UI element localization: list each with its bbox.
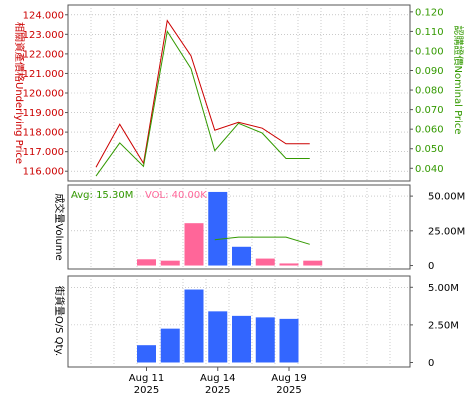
left-tick-label: 122.000 bbox=[23, 49, 64, 60]
right-tick-label: 0.100 bbox=[415, 46, 444, 57]
volume-tick-label: 50.00M bbox=[428, 192, 465, 203]
outstanding-bars bbox=[137, 289, 299, 363]
volume-bar bbox=[303, 260, 323, 266]
volume-panel: 0 25.00M 50.00M Avg: 15.30M VOL: 40.00K 成交… bbox=[53, 184, 465, 272]
outstanding-tick-label: 0 bbox=[428, 358, 434, 369]
x-tick-year: 2025 bbox=[205, 385, 230, 396]
left-tick-label: 119.000 bbox=[23, 108, 64, 119]
volume-grid bbox=[68, 185, 410, 269]
nominal-price-line bbox=[95, 30, 310, 177]
volume-bar bbox=[184, 223, 204, 266]
left-axis-title: 相關資產價格Underlying Price bbox=[13, 22, 26, 164]
volume-bars bbox=[137, 191, 323, 266]
left-tick-label: 120.000 bbox=[23, 89, 64, 100]
left-tick-label: 117.000 bbox=[23, 147, 64, 158]
right-tick-label: 0.120 bbox=[415, 7, 444, 18]
outstanding-tick-label: 2.50M bbox=[428, 320, 459, 331]
right-tick-label: 0.050 bbox=[415, 144, 444, 155]
volume-average-line bbox=[214, 236, 310, 245]
left-tick-label: 124.000 bbox=[23, 10, 64, 21]
right-tick-label: 0.070 bbox=[415, 105, 444, 116]
volume-tick-label: 25.00M bbox=[428, 226, 465, 237]
volume-bar bbox=[160, 260, 180, 266]
outstanding-bar bbox=[208, 311, 228, 363]
outstanding-tick-label: 5.00M bbox=[428, 283, 459, 294]
outstanding-axis-ticks: 0 2.50M 5.00M bbox=[410, 283, 459, 369]
right-tick-label: 0.080 bbox=[415, 86, 444, 97]
outstanding-panel: 0 2.50M 5.00M 街貨量O/S Qty. bbox=[53, 275, 459, 369]
left-tick-label: 123.000 bbox=[23, 30, 64, 41]
outstanding-axis-title: 街貨量O/S Qty. bbox=[53, 286, 66, 356]
volume-bar bbox=[208, 191, 228, 266]
volume-bar bbox=[255, 258, 275, 266]
x-tick-year: 2025 bbox=[134, 385, 159, 396]
x-tick-label: Aug 19 bbox=[271, 373, 306, 384]
volume-avg-label: Avg: 15.30M bbox=[71, 190, 133, 201]
outstanding-bar bbox=[137, 345, 156, 363]
volume-tick-label: 0 bbox=[428, 261, 434, 272]
left-tick-label: 121.000 bbox=[23, 69, 64, 80]
left-tick-label: 116.000 bbox=[23, 167, 64, 178]
price-panel: 116.000 117.000 118.000 119.000 120.000 121.0… bbox=[13, 4, 465, 182]
volume-bar bbox=[137, 259, 156, 266]
outstanding-bar bbox=[279, 318, 299, 363]
volume-bar bbox=[279, 263, 299, 266]
underlying-price-line bbox=[95, 19, 310, 168]
average-volume-line bbox=[214, 236, 310, 245]
price-left-axis-ticks: 116.000 117.000 118.000 119.000 120.000 121.0… bbox=[23, 10, 68, 178]
volume-axis-title: 成交量Volume bbox=[53, 193, 66, 260]
right-tick-label: 0.060 bbox=[415, 125, 444, 136]
outstanding-bar bbox=[232, 315, 251, 363]
outstanding-bar bbox=[160, 328, 180, 363]
left-tick-label: 118.000 bbox=[23, 128, 64, 139]
right-axis-title: 認購證價Nominal Price bbox=[452, 26, 465, 135]
volume-vol-label: VOL: 40.00K bbox=[145, 190, 207, 201]
price-lines bbox=[95, 19, 310, 177]
outstanding-bar bbox=[255, 317, 275, 363]
right-tick-label: 0.090 bbox=[415, 66, 444, 77]
volume-axis-ticks: 0 25.00M 50.00M bbox=[410, 192, 465, 272]
right-tick-label: 0.110 bbox=[415, 27, 444, 38]
x-tick-label: Aug 11 bbox=[129, 373, 164, 384]
price-right-axis-ticks: 0.040 0.050 0.060 0.070 0.080 0.090 0.100 0.110… bbox=[410, 7, 444, 175]
volume-bar bbox=[232, 246, 251, 266]
x-tick-label: Aug 14 bbox=[200, 373, 235, 384]
right-tick-label: 0.040 bbox=[415, 164, 444, 175]
x-tick-year: 2025 bbox=[276, 385, 301, 396]
outstanding-bar bbox=[184, 289, 204, 363]
